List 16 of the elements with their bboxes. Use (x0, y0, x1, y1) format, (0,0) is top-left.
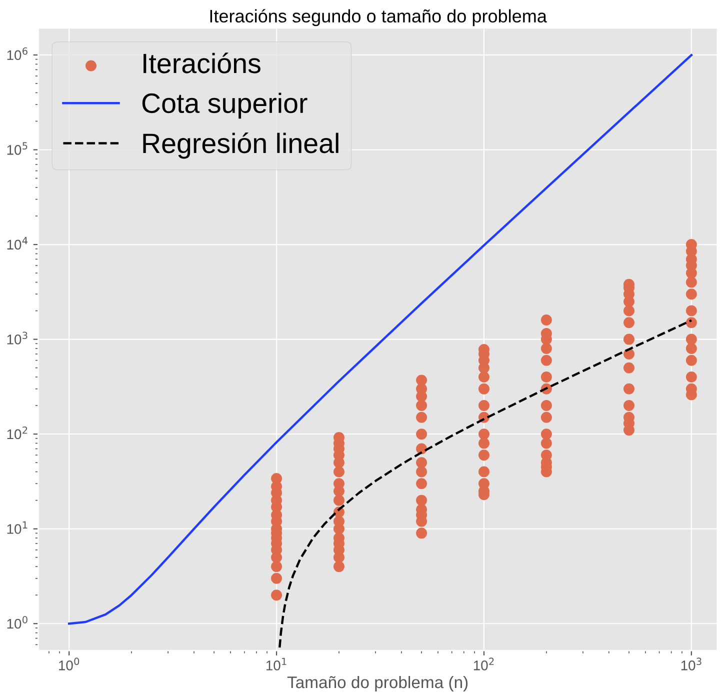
legend-label: Cota superior (142, 92, 308, 119)
legend-label: Regresión lineal (143, 132, 338, 159)
y-tick-label: 10$^{0}$ (7, 616, 28, 629)
y-tick-label: 10$^{1}$ (7, 521, 28, 534)
y-tick-label: 10$^{3}$ (7, 332, 28, 344)
chart-title: Iteracións segundo o tamaño do problema (210, 9, 547, 26)
y-tick-label: 10$^{4}$ (7, 237, 28, 250)
x-tick-label: 10$^{2}$ (474, 658, 494, 670)
y-tick-label: 10$^{5}$ (7, 142, 28, 155)
x-tick-label: 10$^{1}$ (266, 658, 286, 670)
x-tick-label: 10$^{0}$ (59, 658, 80, 670)
y-tick-label: 10$^{6}$ (7, 47, 28, 60)
y-tick-label: 10$^{2}$ (7, 426, 28, 440)
legend-label: Iteracións (144, 52, 260, 74)
x-tick-label: 10$^{3}$ (681, 658, 702, 670)
x-axis-title: Tamaño do problema (n) (287, 676, 468, 692)
